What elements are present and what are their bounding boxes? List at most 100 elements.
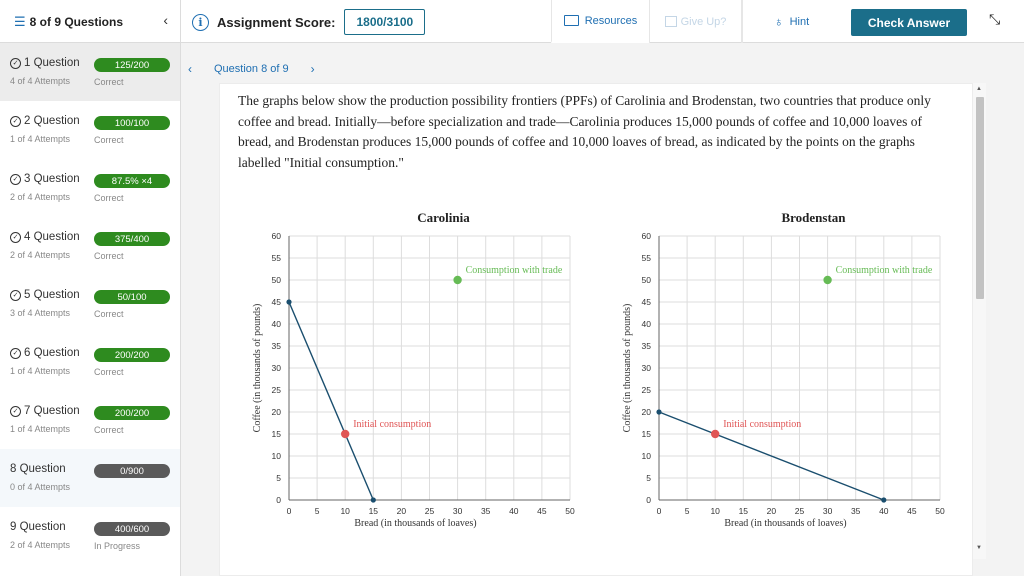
sidebar-question-item[interactable]: ✓ 4 Question 2 of 4 Attempts 375/400 Correct xyxy=(0,217,180,275)
question-attempts: 2 of 4 Attempts xyxy=(10,250,71,260)
point-label: Consumption with trade xyxy=(466,265,563,276)
y-tick-label: 35 xyxy=(272,341,282,351)
y-axis-label: Coffee (in thousands of pounds) xyxy=(252,304,263,433)
question-score-pill: 375/400 xyxy=(94,232,170,246)
question-title-text: 3 Question xyxy=(24,173,80,185)
question-title: 8 Question xyxy=(10,463,66,475)
x-tick-label: 25 xyxy=(425,506,435,516)
scroll-down-icon[interactable]: ▼ xyxy=(976,545,982,551)
sidebar-question-item[interactable]: ✓ 3 Question 2 of 4 Attempts 87.5% ×4 Correc… xyxy=(0,159,180,217)
sidebar-question-item[interactable]: ✓ 2 Question 1 of 4 Attempts 100/100 Correct xyxy=(0,101,180,159)
y-tick-label: 10 xyxy=(272,451,282,461)
question-title: ✓ 5 Question xyxy=(10,289,80,301)
y-tick-label: 5 xyxy=(646,473,651,483)
question-score-pill: 100/100 xyxy=(94,116,170,130)
question-status: Correct xyxy=(94,77,124,87)
next-question-icon[interactable]: › xyxy=(310,62,315,76)
sidebar-question-item[interactable]: ✓ 7 Question 1 of 4 Attempts 200/200 Correct xyxy=(0,391,180,449)
y-tick-label: 45 xyxy=(642,297,652,307)
score-label: Assignment Score: xyxy=(217,14,336,30)
question-attempts: 1 of 4 Attempts xyxy=(10,134,71,144)
previous-question-icon[interactable]: ‹ xyxy=(188,62,192,76)
question-title-text: 7 Question xyxy=(24,405,80,417)
resources-label: Resources xyxy=(584,14,638,27)
x-axis-label: Bread (in thousands of loaves) xyxy=(354,518,476,529)
question-status: Correct xyxy=(94,309,124,319)
question-title: ✓ 1 Question xyxy=(10,57,80,69)
x-tick-label: 20 xyxy=(767,506,777,516)
y-tick-label: 60 xyxy=(272,231,282,241)
x-tick-label: 5 xyxy=(685,506,690,516)
question-score-pill: 50/100 xyxy=(94,290,170,304)
y-tick-label: 5 xyxy=(276,473,281,483)
expand-icon[interactable]: ⤡ xyxy=(989,11,1001,27)
sidebar-question-item[interactable]: 8 Question 0 of 4 Attempts 0/900 xyxy=(0,449,180,507)
question-attempts: 0 of 4 Attempts xyxy=(10,482,71,492)
x-tick-label: 10 xyxy=(340,506,350,516)
y-tick-label: 15 xyxy=(272,429,282,439)
resources-button[interactable]: Resources xyxy=(551,0,649,43)
y-tick-label: 20 xyxy=(642,407,652,417)
point-label: Initial consumption xyxy=(353,419,431,430)
question-score-pill: 200/200 xyxy=(94,406,170,420)
x-tick-label: 0 xyxy=(287,506,292,516)
x-tick-label: 5 xyxy=(315,506,320,516)
x-tick-label: 50 xyxy=(565,506,575,516)
chart-title: Carolinia xyxy=(417,210,470,225)
x-tick-label: 25 xyxy=(795,506,805,516)
sidebar-question-item[interactable]: ✓ 5 Question 3 of 4 Attempts 50/100 Correct xyxy=(0,275,180,333)
lightbulb-icon: ♁ xyxy=(773,14,784,29)
point-label: Consumption with trade xyxy=(836,265,933,276)
question-count-toggle[interactable]: ☰ 8 of 9 Questions ‹ xyxy=(0,0,181,43)
question-title: ✓ 7 Question xyxy=(10,405,80,417)
question-title: ✓ 4 Question xyxy=(10,231,80,243)
list-icon: ☰ xyxy=(14,13,26,29)
scroll-up-icon[interactable]: ▲ xyxy=(976,86,982,92)
y-axis-label: Coffee (in thousands of pounds) xyxy=(622,304,633,433)
question-nav-label: Question 8 of 9 xyxy=(214,63,289,75)
give-up-icon xyxy=(664,16,677,27)
y-tick-label: 50 xyxy=(642,275,652,285)
ppf-endpoint xyxy=(881,497,887,503)
y-tick-label: 50 xyxy=(272,275,282,285)
scrollbar-thumb[interactable] xyxy=(976,97,984,299)
question-attempts: 1 of 4 Attempts xyxy=(10,424,71,434)
question-attempts: 2 of 4 Attempts xyxy=(10,192,71,202)
question-count-label: 8 of 9 Questions xyxy=(29,14,124,29)
y-tick-label: 25 xyxy=(642,385,652,395)
give-up-button[interactable]: Give Up? xyxy=(649,0,742,43)
x-tick-label: 50 xyxy=(935,506,945,516)
y-tick-label: 30 xyxy=(642,363,652,373)
question-score-pill: 200/200 xyxy=(94,348,170,362)
collapse-sidebar-icon[interactable]: ‹ xyxy=(163,12,168,28)
check-circle-icon: ✓ xyxy=(10,115,21,127)
data-point xyxy=(823,275,832,285)
check-circle-icon: ✓ xyxy=(10,347,21,359)
sidebar-question-item[interactable]: 9 Question 2 of 4 Attempts 400/600 In Progr… xyxy=(0,507,180,565)
question-card xyxy=(219,83,973,576)
question-title-text: 5 Question xyxy=(24,289,80,301)
question-score-pill: 125/200 xyxy=(94,58,170,72)
check-answer-button[interactable]: Check Answer xyxy=(851,9,967,36)
sidebar-question-item[interactable]: ✓ 1 Question 4 of 4 Attempts 125/200 Correct xyxy=(0,43,180,101)
question-score-pill: 87.5% ×4 xyxy=(94,174,170,188)
info-icon[interactable]: i xyxy=(192,13,209,31)
question-title-text: 4 Question xyxy=(24,231,80,243)
folder-icon xyxy=(563,15,579,26)
y-tick-label: 60 xyxy=(642,231,652,241)
x-tick-label: 0 xyxy=(657,506,662,516)
question-title-text: 2 Question xyxy=(24,115,80,127)
x-tick-label: 15 xyxy=(369,506,379,516)
y-tick-label: 0 xyxy=(276,495,281,505)
y-tick-label: 25 xyxy=(272,385,282,395)
hint-button[interactable]: ♁ Hint xyxy=(742,0,840,43)
question-status: Correct xyxy=(94,425,124,435)
ppf-endpoint xyxy=(286,299,292,305)
y-tick-label: 40 xyxy=(272,319,282,329)
sidebar-question-item[interactable]: ✓ 6 Question 1 of 4 Attempts 200/200 Correct xyxy=(0,333,180,391)
x-tick-label: 45 xyxy=(537,506,547,516)
x-tick-label: 40 xyxy=(879,506,889,516)
x-tick-label: 10 xyxy=(710,506,720,516)
question-attempts: 3 of 4 Attempts xyxy=(10,308,71,318)
